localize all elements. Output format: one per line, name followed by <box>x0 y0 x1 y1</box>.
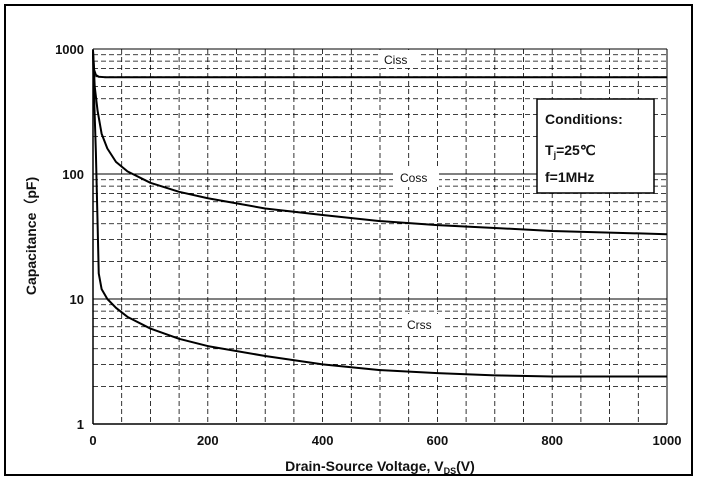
x-tick-label: 400 <box>312 433 334 448</box>
series-label-crss: Crss <box>403 314 443 334</box>
conditions-box: Conditions: Tj=25℃ f=1MHz <box>536 98 655 194</box>
svg-text:Crss: Crss <box>407 318 432 332</box>
svg-text:Ciss: Ciss <box>384 53 407 67</box>
x-tick-label: 0 <box>89 433 96 448</box>
chart-frame <box>4 4 693 476</box>
x-tick-label: 1000 <box>653 433 682 448</box>
x-tick-label: 200 <box>197 433 219 448</box>
x-axis-title: Drain-Source Voltage, VDS(V) <box>285 458 475 476</box>
series-lines <box>92 50 668 378</box>
tick-labels: 0 200 400 600 800 1000 1 10 100 1000 <box>55 42 681 448</box>
axes <box>92 49 667 425</box>
series-label-coss: Coss <box>393 167 439 187</box>
x-tick-label: 600 <box>427 433 449 448</box>
svg-text:Coss: Coss <box>400 171 427 185</box>
conditions-title: Conditions: <box>545 111 623 127</box>
x-tick-label: 800 <box>541 433 563 448</box>
y-tick-label: 1000 <box>55 42 84 57</box>
y-tick-label: 1 <box>77 417 84 432</box>
y-tick-label: 10 <box>70 292 84 307</box>
series-line-ciss <box>92 51 667 79</box>
conditions-temperature: Tj=25℃ <box>545 142 596 160</box>
conditions-frequency: f=1MHz <box>545 169 594 185</box>
grid <box>93 48 668 424</box>
y-axis-title: Capacitance（pF) <box>23 177 39 295</box>
series-line-coss <box>92 50 668 236</box>
series-label-ciss: Ciss <box>378 50 418 68</box>
y-tick-label: 100 <box>62 167 84 182</box>
series-line-crss <box>92 54 667 378</box>
